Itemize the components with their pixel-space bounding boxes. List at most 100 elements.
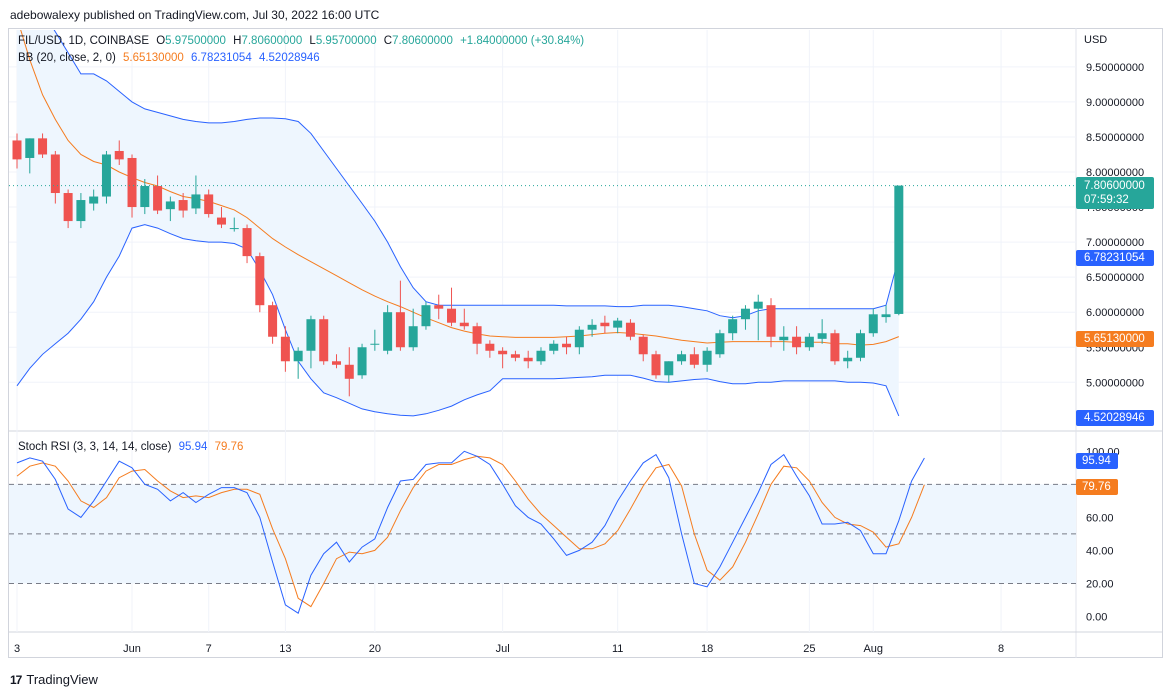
x-tick-label: 25 xyxy=(803,643,815,655)
y-tick-label: 9.00000000 xyxy=(1086,97,1144,109)
y-tick-label: 6.50000000 xyxy=(1086,272,1144,284)
candle-body xyxy=(434,305,444,309)
stoch-legend: Stoch RSI (3, 3, 14, 14, close) 95.94 79… xyxy=(18,441,247,453)
y-tick-label: 5.00000000 xyxy=(1086,377,1144,389)
bb-lower-label: 4.52028946 xyxy=(1076,410,1154,426)
candle-body xyxy=(280,336,290,362)
candle-body xyxy=(689,354,699,365)
candle-body xyxy=(498,350,508,355)
candle-body xyxy=(447,308,457,323)
candle-body xyxy=(843,357,853,362)
close-value: 7.80600000 xyxy=(392,35,453,47)
candle-body xyxy=(153,186,163,211)
last-price-label: 7.80600000 07:59:32 xyxy=(1076,177,1154,209)
candle-body xyxy=(421,305,431,327)
candle-body xyxy=(753,301,763,309)
candle-body xyxy=(779,336,789,341)
candle-body xyxy=(268,305,278,337)
candle-body xyxy=(523,357,533,362)
l-label: L xyxy=(309,35,316,47)
candle-body xyxy=(165,201,175,210)
candle-body xyxy=(587,324,597,330)
stoch-k-value: 95.94 xyxy=(178,441,208,453)
candle-body xyxy=(728,319,738,334)
candle-body xyxy=(395,312,405,348)
stoch-pane xyxy=(9,483,1076,584)
change-value: +1.84000000 (+30.84%) xyxy=(460,35,585,47)
x-tick-label: 20 xyxy=(369,643,381,655)
candle-body xyxy=(625,322,635,337)
symbol-label[interactable]: FIL/USD, 1D, COINBASE xyxy=(18,35,150,47)
candle-body xyxy=(677,354,687,362)
bb-upper-value: 6.78231054 xyxy=(190,52,252,64)
bb-upper-line xyxy=(53,30,900,319)
candle-body xyxy=(204,194,214,215)
x-tick-label: 18 xyxy=(701,643,713,655)
candle-body xyxy=(574,329,584,348)
candle-body xyxy=(536,350,546,362)
bb-upper-label: 6.78231054 xyxy=(1076,250,1154,266)
candle-body xyxy=(459,322,469,327)
candle-body xyxy=(702,350,712,365)
candle-body xyxy=(549,343,559,351)
candle-body xyxy=(216,217,226,225)
candle-body xyxy=(38,138,48,155)
last-price-value: 7.80600000 xyxy=(1084,180,1145,192)
stoch-y-tick-label: 20.00 xyxy=(1086,578,1114,590)
candle-body xyxy=(485,343,495,351)
candle-body xyxy=(408,326,418,348)
c-label: C xyxy=(383,35,393,47)
candle-body xyxy=(178,200,188,211)
candle-body xyxy=(306,319,316,351)
main-legend: FIL/USD, 1D, COINBASE O5.97500000 H7.806… xyxy=(18,35,588,47)
candle-body xyxy=(613,320,623,328)
stoch-y-tick-label: 0.00 xyxy=(1086,612,1107,624)
bb-basis-line xyxy=(20,30,899,346)
y-tick-label: 9.50000000 xyxy=(1086,62,1144,74)
x-tick-label: 7 xyxy=(206,643,212,655)
candle-body xyxy=(472,326,482,344)
y-tick-label: 7.00000000 xyxy=(1086,237,1144,249)
x-tick-label: 3 xyxy=(14,643,20,655)
candle-body xyxy=(370,343,380,345)
stoch-k-label: 95.94 xyxy=(1076,453,1118,469)
high-value: 7.80600000 xyxy=(241,35,303,47)
candle-body xyxy=(242,228,252,257)
candle-body xyxy=(638,336,648,355)
candle-body xyxy=(127,157,137,208)
stoch-name[interactable]: Stoch RSI (3, 3, 14, 14, close) xyxy=(18,441,172,453)
stoch-d-line xyxy=(16,455,925,608)
x-tick-label: Jun xyxy=(123,643,141,655)
bb-lower-value: 4.52028946 xyxy=(258,52,320,64)
candle-body xyxy=(868,314,878,334)
tradingview-logo[interactable]: 17 TradingView xyxy=(10,672,98,687)
candle-body xyxy=(140,186,150,208)
candle-body xyxy=(50,154,60,194)
candle-body xyxy=(830,333,840,362)
candle-body xyxy=(600,322,610,327)
candle-body xyxy=(894,185,904,314)
y-tick-label: 6.00000000 xyxy=(1086,307,1144,319)
candle-body xyxy=(881,314,891,318)
candle-body xyxy=(332,361,341,365)
candle-body xyxy=(792,336,802,348)
stoch-y-tick-label: 60.00 xyxy=(1086,512,1114,524)
y-tick-label: 8.00000000 xyxy=(1086,167,1144,179)
candle-body xyxy=(293,350,303,362)
low-value: 5.95700000 xyxy=(315,35,377,47)
candle-body xyxy=(114,150,124,160)
candle-body xyxy=(715,333,725,355)
x-tick-label: 13 xyxy=(279,643,291,655)
candle-body xyxy=(510,354,520,358)
countdown-value: 07:59:32 xyxy=(1084,194,1129,206)
bb-legend: BB (20, close, 2, 0) 5.65130000 6.782310… xyxy=(18,52,324,64)
stoch-d-value: 79.76 xyxy=(214,441,244,453)
candle-body xyxy=(817,333,827,339)
x-tick-label: 8 xyxy=(998,643,1004,655)
candle-body xyxy=(319,319,329,362)
bb-name[interactable]: BB (20, close, 2, 0) xyxy=(18,52,116,64)
bb-basis-label: 5.65130000 xyxy=(1076,331,1154,347)
stoch-d-label: 79.76 xyxy=(1076,479,1118,495)
publisher-line: adebowalexy published on TradingView.com… xyxy=(10,8,380,22)
